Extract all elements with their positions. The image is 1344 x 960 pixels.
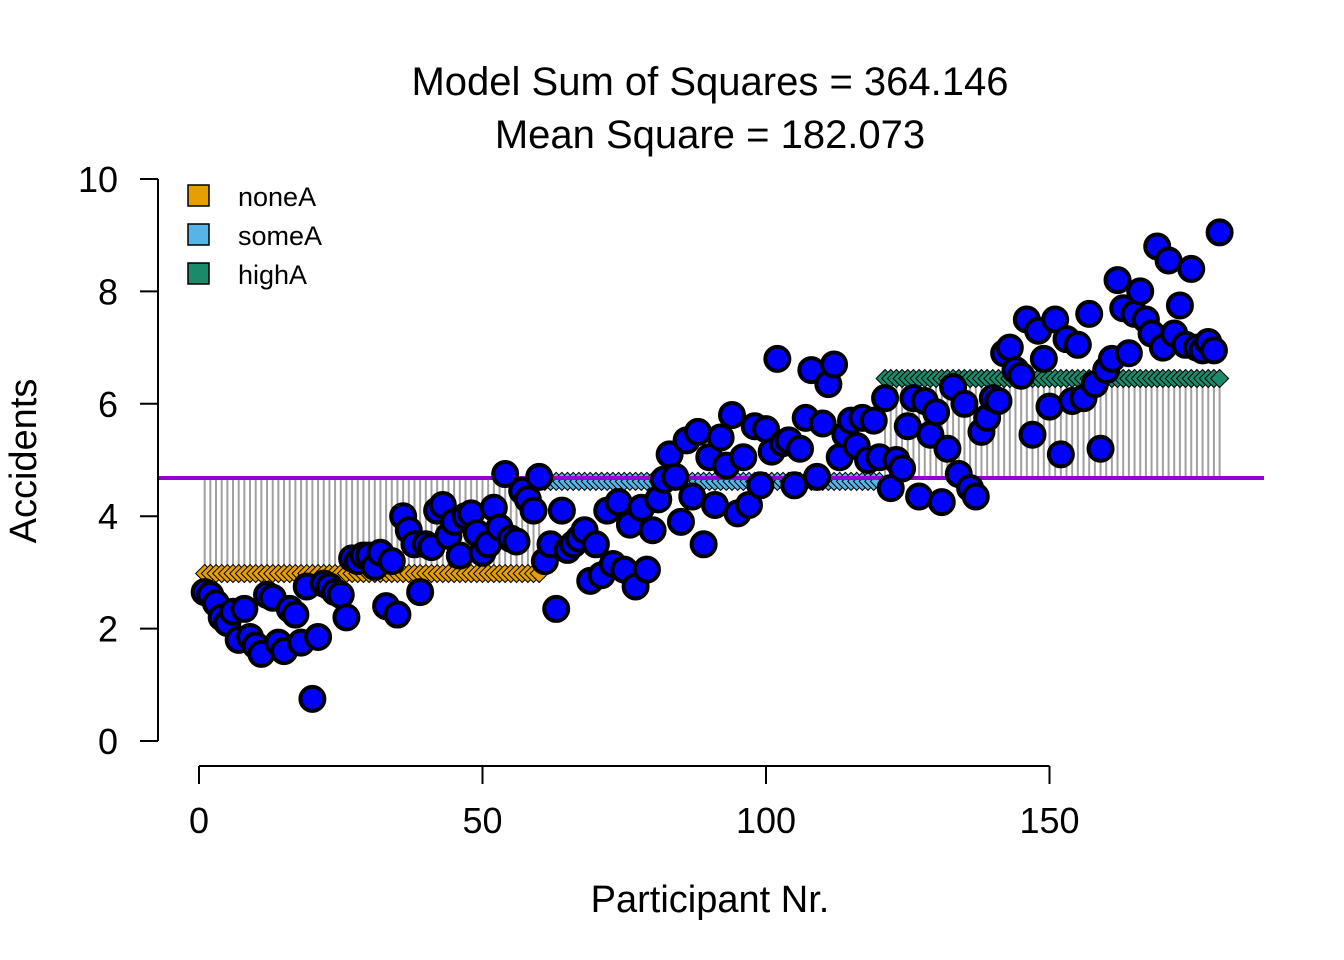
data-point (383, 600, 412, 629)
data-point (933, 434, 962, 463)
data-points (190, 218, 1234, 713)
data-point (984, 386, 1013, 415)
group-mean-marker (1209, 368, 1230, 389)
data-point (1029, 344, 1058, 373)
x-tick-label: 50 (462, 800, 502, 841)
data-point (950, 389, 979, 418)
data-point (1035, 392, 1064, 421)
data-point (491, 460, 520, 489)
data-point (1114, 339, 1143, 368)
data-point (893, 412, 922, 441)
data-point (746, 471, 775, 500)
data-point (995, 333, 1024, 362)
data-point (377, 547, 406, 576)
data-point (547, 496, 576, 525)
data-point (1086, 434, 1115, 463)
data-point (717, 401, 746, 430)
data-point (542, 594, 571, 623)
data-point (888, 454, 917, 483)
data-point (859, 406, 888, 435)
data-point (332, 603, 361, 632)
data-point (1126, 277, 1155, 306)
x-tick-label: 0 (189, 800, 209, 841)
y-tick-label: 10 (78, 159, 118, 200)
legend-swatch-highA (187, 262, 210, 285)
y-axis-label: Accidents (3, 379, 45, 544)
data-point (1046, 440, 1075, 469)
data-point (729, 443, 758, 472)
data-point (304, 623, 333, 652)
data-point (1165, 291, 1194, 320)
data-point (706, 423, 735, 452)
data-point (678, 482, 707, 511)
x-tick-label: 100 (736, 800, 796, 841)
legend: noneA someA highA (187, 182, 322, 290)
data-point (1199, 336, 1228, 365)
data-point (632, 555, 661, 584)
data-point (683, 417, 712, 446)
legend-label-noneA: noneA (238, 182, 316, 212)
data-point (638, 516, 667, 545)
data-point (820, 350, 849, 379)
data-point (905, 482, 934, 511)
data-point (1177, 254, 1206, 283)
y-tick-label: 2 (98, 609, 118, 650)
data-point (803, 462, 832, 491)
data-point (927, 488, 956, 517)
data-point (780, 471, 809, 500)
data-point (871, 384, 900, 413)
data-point (689, 530, 718, 559)
legend-label-someA: someA (238, 221, 322, 251)
chart-subtitle: Mean Square = 182.073 (495, 113, 925, 157)
data-point (1075, 299, 1104, 328)
data-point (326, 580, 355, 609)
data-point (445, 541, 474, 570)
data-point (519, 496, 548, 525)
data-point (961, 482, 990, 511)
data-point (298, 684, 327, 713)
legend-label-highA: highA (238, 260, 307, 290)
data-point (808, 409, 837, 438)
data-point (666, 507, 695, 536)
y-tick-label: 6 (98, 384, 118, 425)
data-point (281, 600, 310, 629)
data-point (1103, 266, 1132, 295)
x-tick-label: 150 (1019, 800, 1079, 841)
data-point (922, 398, 951, 427)
data-point (786, 434, 815, 463)
data-point (1063, 330, 1092, 359)
data-point (700, 490, 729, 519)
legend-swatch-noneA (187, 184, 210, 207)
data-point (1007, 361, 1036, 390)
legend-swatch-someA (187, 223, 210, 246)
data-point (1205, 218, 1234, 247)
data-point (763, 344, 792, 373)
y-tick-label: 0 (98, 721, 118, 762)
x-axis-label: Participant Nr. (591, 879, 830, 921)
data-point (406, 578, 435, 607)
chart-title: Model Sum of Squares = 364.146 (411, 60, 1008, 104)
data-point (604, 488, 633, 517)
data-point (1154, 246, 1183, 275)
data-point (581, 530, 610, 559)
data-point (230, 594, 259, 623)
y-tick-label: 4 (98, 496, 118, 537)
y-tick-label: 8 (98, 271, 118, 312)
data-point (502, 527, 531, 556)
data-point (661, 462, 690, 491)
data-point (525, 462, 554, 491)
data-point (1018, 420, 1047, 449)
